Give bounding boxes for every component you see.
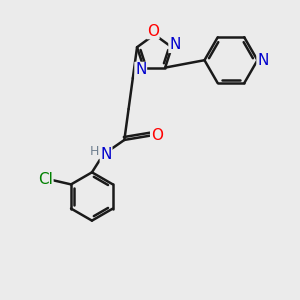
- Text: N: N: [257, 53, 269, 68]
- Text: N: N: [135, 62, 146, 77]
- Text: N: N: [169, 37, 180, 52]
- Text: N: N: [100, 147, 112, 162]
- Text: Cl: Cl: [38, 172, 53, 187]
- Text: O: O: [151, 128, 163, 143]
- Text: H: H: [90, 145, 100, 158]
- Text: O: O: [147, 23, 159, 38]
